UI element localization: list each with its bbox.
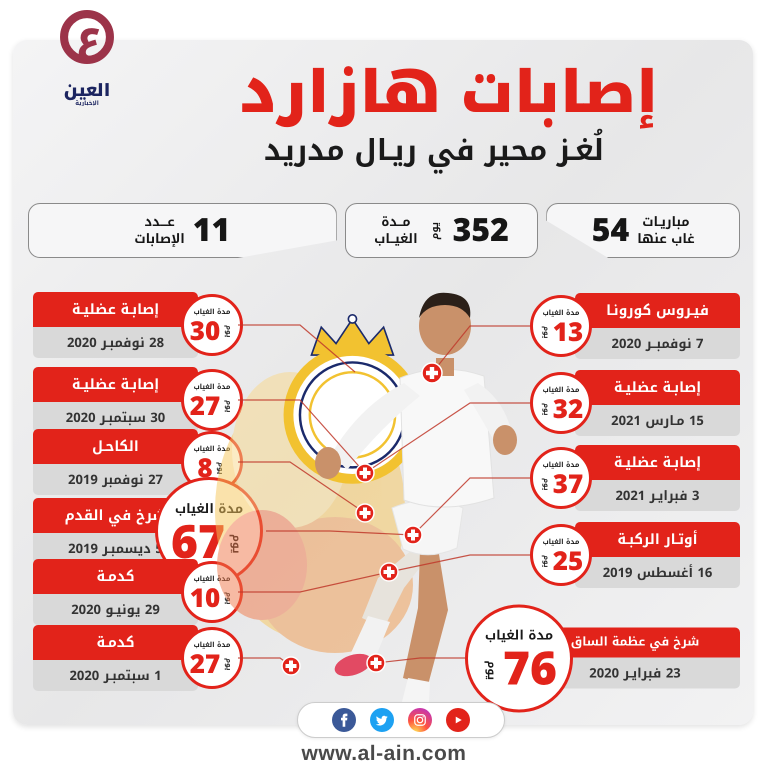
svg-text:الإخبارية: الإخبارية	[75, 97, 99, 106]
svg-text:ع: ع	[77, 6, 101, 68]
